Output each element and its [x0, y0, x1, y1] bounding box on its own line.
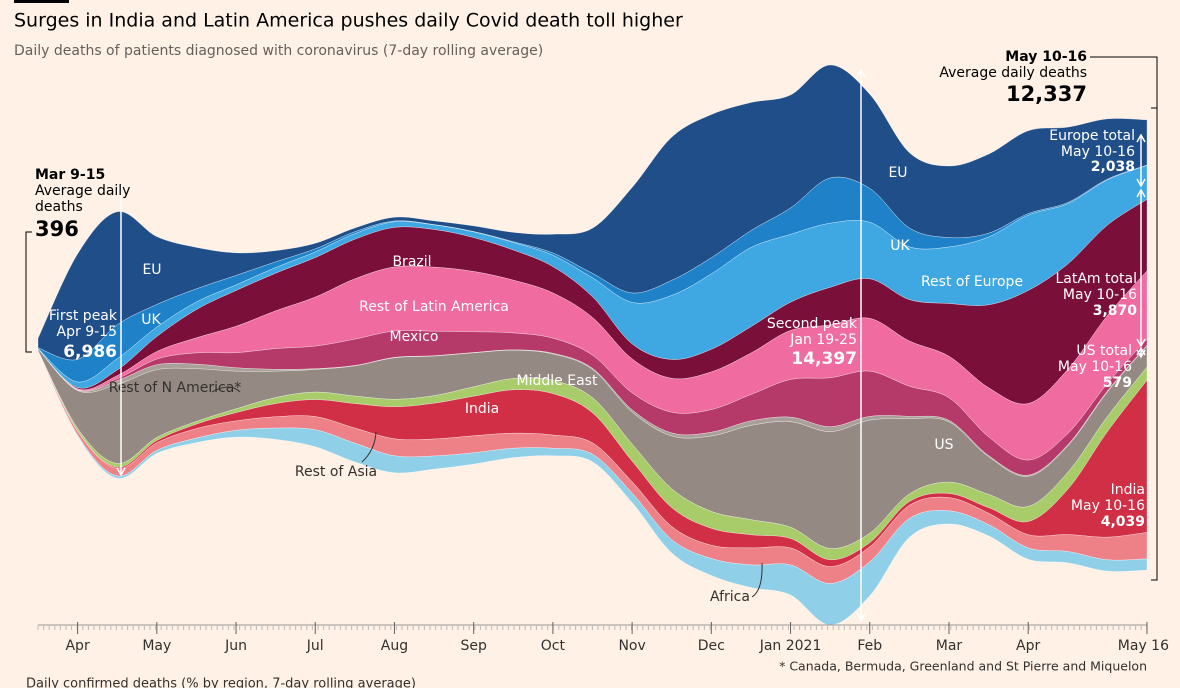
stream-layer: [37, 351, 1148, 626]
annotation-value: 579: [1103, 375, 1132, 391]
chart-subtitle: Daily deaths of patients diagnosed with …: [14, 43, 543, 59]
brand-bar: [14, 0, 69, 3]
next-caption: Daily confirmed deaths (% by region, 7-d…: [26, 677, 416, 688]
series-label: Middle East: [517, 373, 598, 389]
x-tick-label: Aug: [381, 638, 408, 654]
x-tick-label: May: [142, 638, 171, 654]
series-label: India: [465, 401, 499, 417]
x-tick-label: Nov: [618, 638, 645, 654]
series-label: US: [934, 437, 953, 453]
annotation-text: Average daily: [35, 183, 130, 199]
annotation-text: Second peak: [767, 316, 858, 332]
arrow-head: [116, 183, 126, 477]
annotation-text: May 10-16: [1063, 287, 1137, 303]
series-label: Rest of Latin America: [359, 299, 509, 315]
series-label: Africa: [710, 589, 750, 605]
x-tick-label: Mar: [936, 638, 963, 654]
chart-title: Surges in India and Latin America pushes…: [14, 10, 683, 32]
arrow-head: [856, 68, 866, 622]
series-label: Brazil: [392, 254, 431, 270]
bracket: [1090, 56, 1158, 581]
annotation-value: 12,337: [1006, 82, 1087, 106]
leader: [361, 431, 377, 463]
series-label: Rest of Europe: [921, 274, 1023, 290]
x-tick-label: Apr: [65, 638, 89, 654]
annotation-text: Europe total: [1049, 128, 1135, 144]
leader: [751, 562, 763, 598]
x-tick-label: Sep: [460, 638, 487, 654]
annotation-text: May 10-16: [1061, 144, 1135, 160]
annotation-text: deaths: [35, 199, 83, 215]
annotation-value: 3,870: [1093, 303, 1138, 319]
x-tick-label: Oct: [541, 638, 566, 654]
series-label: Rest of N America*: [109, 380, 242, 396]
series-label: EU: [888, 165, 907, 181]
annotation-text: Mar 9-15: [35, 167, 105, 183]
annotation-value: 396: [35, 217, 79, 241]
annotation-value: 6,986: [63, 342, 117, 362]
annotation-text: May 10-16: [1071, 498, 1145, 514]
bracket: [25, 231, 32, 353]
annotation-text: Jan 19-25: [789, 332, 857, 348]
x-tick-label: Dec: [698, 638, 725, 654]
annotation-value: 2,038: [1091, 159, 1135, 175]
series-label: Rest of Asia: [295, 464, 377, 480]
annotation-text: May 10-16: [1005, 49, 1087, 65]
annotation-text: US total: [1076, 343, 1132, 359]
arrow-head: [1136, 346, 1146, 359]
annotation-value: 4,039: [1101, 514, 1145, 530]
annotation-text: First peak: [49, 308, 118, 324]
annotation-text: India: [1111, 482, 1145, 498]
annotation-text: Average daily deaths: [939, 65, 1087, 81]
annotation-value: 14,397: [791, 349, 857, 369]
x-tick-label: Jun: [224, 638, 247, 654]
x-tick-label: Jan 2021: [759, 638, 822, 654]
series-label: UK: [890, 238, 910, 254]
x-tick-label: Jul: [306, 638, 324, 654]
annotation-text: May 10-16: [1058, 359, 1132, 375]
annotation-text: Apr 9-15: [57, 324, 117, 340]
series-label: Mexico: [390, 329, 439, 345]
arrow-head: [1136, 188, 1146, 348]
leader: [211, 386, 241, 393]
x-tick-label: Apr: [1016, 638, 1040, 654]
annotation-text: LatAm total: [1055, 271, 1137, 287]
series-label: UK: [141, 312, 161, 328]
series-label: EU: [142, 262, 161, 278]
arrow-head: [1136, 133, 1146, 188]
x-tick-label: Feb: [857, 638, 882, 654]
footnote: * Canada, Bermuda, Greenland and St Pier…: [779, 659, 1147, 674]
x-tick-label: May 16: [1118, 638, 1169, 654]
